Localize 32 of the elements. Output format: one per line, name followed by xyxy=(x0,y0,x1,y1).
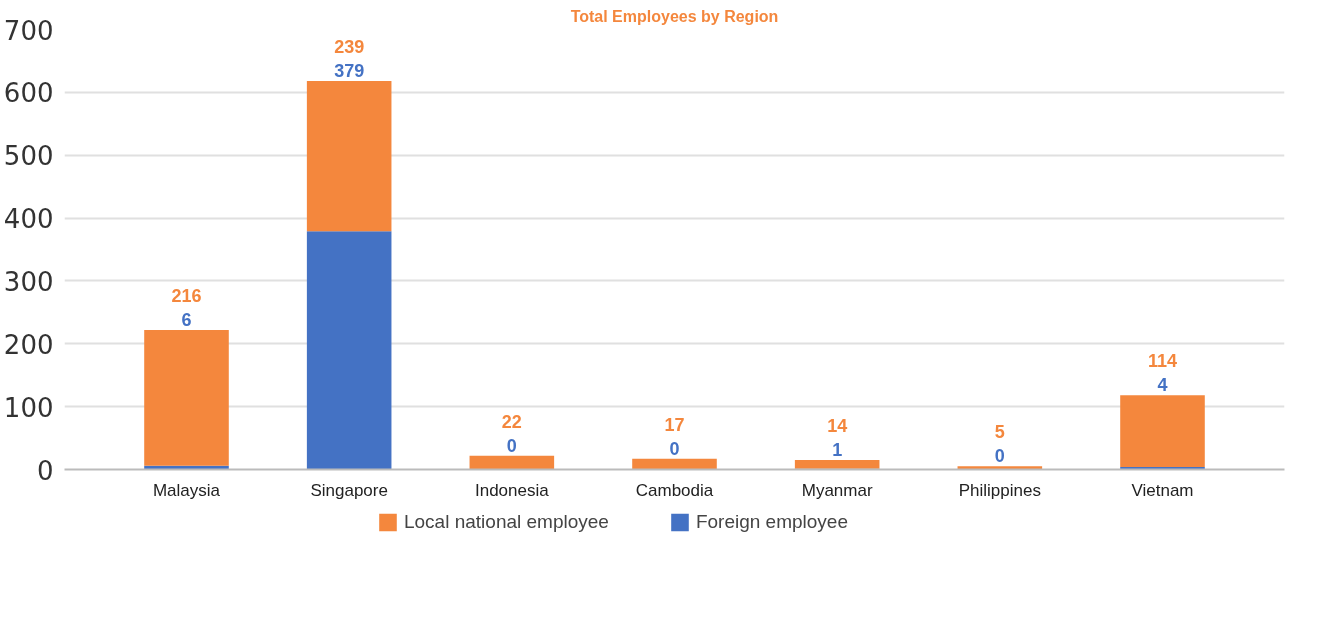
data-label: 114 xyxy=(1147,351,1178,372)
data-label: 22 xyxy=(501,411,522,432)
y-tick-label: 400 xyxy=(3,204,54,235)
annotation: 0 xyxy=(506,435,517,456)
data-label: 14 xyxy=(827,416,848,437)
x-tick-label: Malaysia xyxy=(152,480,221,500)
annotation: 1 xyxy=(832,440,843,461)
annotation: 4 xyxy=(1157,375,1168,396)
y-tick-label: 100 xyxy=(3,392,54,423)
x-tick-label: Philippines xyxy=(958,480,1041,500)
x-tick-label: Vietnam xyxy=(1131,480,1194,500)
y-tick-label: 500 xyxy=(3,141,54,172)
y-tick-label: 700 xyxy=(3,15,54,46)
data-label: 17 xyxy=(664,414,685,435)
chart-title: Total Employees by Region xyxy=(570,7,779,25)
annotation: 6 xyxy=(181,309,192,330)
y-tick-label: 200 xyxy=(3,329,54,360)
legend-label: Foreign employee xyxy=(695,511,848,533)
y-tick-label: 600 xyxy=(3,78,54,109)
y-tick-label: 0 xyxy=(36,455,54,486)
x-tick-label: Myanmar xyxy=(801,480,873,500)
x-tick-label: Singapore xyxy=(310,480,388,500)
data-label: 216 xyxy=(171,285,202,306)
legend-label: Local national employee xyxy=(403,511,609,533)
x-tick-label: Indonesia xyxy=(474,480,550,500)
annotation: 0 xyxy=(669,438,680,459)
annotation: 0 xyxy=(994,446,1005,467)
data-label: 239 xyxy=(334,37,365,58)
data-label: 5 xyxy=(994,422,1005,443)
x-tick-label: Cambodia xyxy=(635,480,714,500)
y-tick-label: 300 xyxy=(3,266,54,297)
annotation: 379 xyxy=(334,61,365,82)
